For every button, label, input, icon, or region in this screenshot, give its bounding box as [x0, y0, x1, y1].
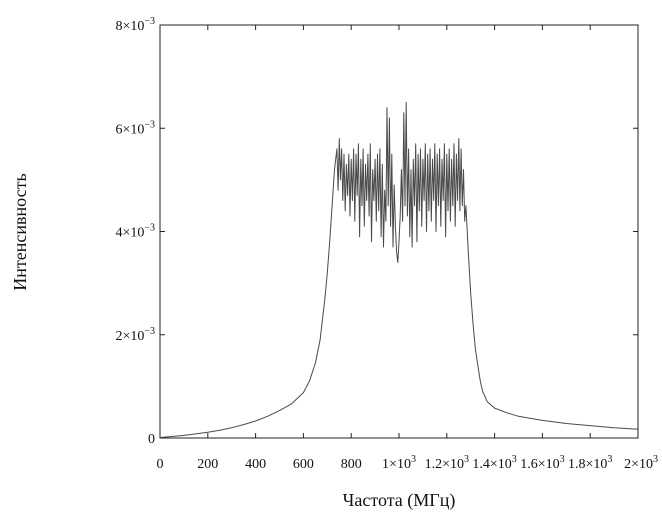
x-tick-label: 1.8×103 [568, 454, 612, 472]
x-tick-label-text: 1.4×10 [472, 457, 511, 472]
x-tick-label-text: 200 [197, 457, 218, 472]
x-tick-label: 1.4×103 [472, 454, 516, 472]
y-tick-label-exponent: −3 [144, 119, 155, 130]
y-axis-title: Интенсивность [10, 173, 30, 290]
x-tick-label: 600 [293, 457, 314, 472]
x-tick-label: 1×103 [382, 454, 416, 472]
series-layer [159, 101, 639, 438]
x-tick-label-text: 800 [341, 457, 362, 472]
y-tick-label: 0 [148, 432, 155, 447]
x-tick-label-exponent: 3 [653, 454, 658, 465]
y-tick-label-text: 8×10 [115, 19, 144, 34]
y-tick-label-text: 4×10 [115, 226, 144, 241]
x-tick-label-exponent: 3 [607, 454, 612, 465]
x-tick-label: 200 [197, 457, 218, 472]
x-tick-label: 400 [245, 457, 266, 472]
x-tick-label-text: 1×10 [382, 457, 411, 472]
x-tick-label: 1.6×103 [520, 454, 564, 472]
y-axis-ticks: 02×10−34×10−36×10−38×10−3 [115, 16, 638, 447]
x-tick-label: 800 [341, 457, 362, 472]
x-tick-label-text: 1.8×10 [568, 457, 607, 472]
series-line [159, 101, 639, 438]
x-tick-label: 0 [157, 457, 164, 472]
x-tick-label-exponent: 3 [512, 454, 517, 465]
x-tick-label: 2×103 [624, 454, 658, 472]
x-tick-label-text: 0 [157, 457, 164, 472]
x-tick-label: 1.2×103 [425, 454, 469, 472]
y-tick-label: 4×10−3 [115, 223, 155, 241]
x-tick-label-exponent: 3 [411, 454, 416, 465]
y-tick-label-text: 6×10 [115, 122, 144, 137]
x-tick-label-text: 1.2×10 [425, 457, 464, 472]
x-tick-label-text: 600 [293, 457, 314, 472]
y-tick-label: 8×10−3 [115, 16, 155, 34]
y-tick-label: 2×10−3 [115, 326, 155, 344]
x-tick-label-text: 2×10 [624, 457, 653, 472]
y-tick-label-exponent: −3 [144, 326, 155, 337]
x-tick-label-text: 1.6×10 [520, 457, 559, 472]
y-tick-label-exponent: −3 [144, 223, 155, 234]
y-tick-label-exponent: −3 [144, 16, 155, 27]
x-tick-label-exponent: 3 [560, 454, 565, 465]
x-tick-label-text: 400 [245, 457, 266, 472]
y-tick-label-text: 0 [148, 432, 155, 447]
x-tick-label-exponent: 3 [464, 454, 469, 465]
x-axis-title: Частота (МГц) [343, 490, 456, 511]
x-axis-ticks: 0 200 400 600 800 1×103 1.2×103 1.4×103 1.6×103 1… [157, 25, 658, 472]
y-tick-label-text: 2×10 [115, 329, 144, 344]
y-tick-label: 6×10−3 [115, 119, 155, 137]
